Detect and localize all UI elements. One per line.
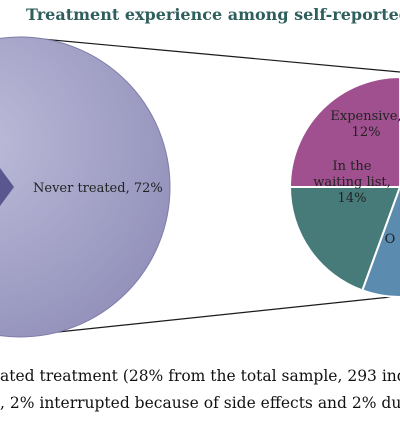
slice-label-in-the-waiting-list-line-3: 14%	[338, 191, 367, 206]
pie-slice-expensive	[288, 75, 400, 188]
chart-title: Treatment experience among self-reported…	[26, 5, 400, 24]
slice-label-in-the-waiting-list-line-2: waiting list,	[313, 175, 391, 190]
slice-label-expensive-line-2: 12%	[352, 125, 381, 140]
pie-slice-o	[361, 184, 400, 298]
connector-line-bottom	[19, 295, 400, 337]
caption-line-2: , 2% interrupted because of side effects…	[0, 394, 400, 412]
exploded-slice-marker	[0, 168, 14, 206]
main-pie: Never treated, 72%	[0, 36, 171, 338]
slice-label-in-the-waiting-list-line-1: In the	[333, 159, 372, 174]
slice-label-o-line-1: O	[385, 232, 396, 247]
connector-line-top	[19, 36, 400, 73]
slice-label-never-treated: Never treated, 72%	[33, 181, 163, 196]
pie-slice-in-the-waiting-list	[288, 186, 400, 292]
caption-line-1: ated treatment (28% from the total sampl…	[0, 367, 400, 385]
pie-slice-never-treated	[0, 36, 171, 338]
slice-label-expensive-line-1: Expensive,	[330, 109, 400, 124]
